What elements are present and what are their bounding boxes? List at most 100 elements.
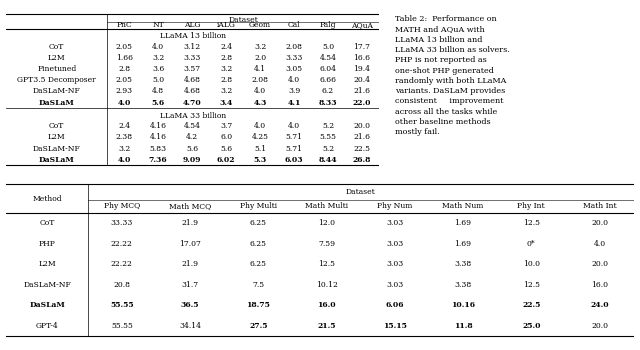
Text: 4.68: 4.68 bbox=[184, 88, 200, 96]
Text: 1.69: 1.69 bbox=[454, 219, 472, 227]
Text: 2.05: 2.05 bbox=[116, 43, 132, 50]
Text: 21.9: 21.9 bbox=[182, 260, 198, 268]
Text: GPT-4: GPT-4 bbox=[36, 322, 58, 330]
Text: 27.5: 27.5 bbox=[249, 322, 268, 330]
Text: 2.93: 2.93 bbox=[116, 88, 132, 96]
Text: 4.1: 4.1 bbox=[254, 65, 266, 73]
Text: 6.02: 6.02 bbox=[217, 156, 236, 164]
Text: 5.6: 5.6 bbox=[186, 145, 198, 153]
Text: 5.55: 5.55 bbox=[319, 133, 337, 141]
Text: 4.16: 4.16 bbox=[150, 122, 166, 130]
Text: 20.0: 20.0 bbox=[591, 322, 608, 330]
Text: Table 2:  Performance on
MATH and AQuA with
LLaMA 13 billion and
LLaMA 33 billio: Table 2: Performance on MATH and AQuA wi… bbox=[395, 15, 510, 136]
Text: 4.0: 4.0 bbox=[593, 240, 605, 248]
Text: 16.6: 16.6 bbox=[353, 54, 371, 62]
Text: 10.16: 10.16 bbox=[451, 301, 475, 309]
Text: 6.0: 6.0 bbox=[220, 133, 232, 141]
Text: 3.12: 3.12 bbox=[184, 43, 201, 50]
Text: L2M: L2M bbox=[38, 260, 56, 268]
Text: 5.71: 5.71 bbox=[285, 133, 303, 141]
Text: Finetuned: Finetuned bbox=[37, 65, 76, 73]
Text: 3.03: 3.03 bbox=[386, 219, 403, 227]
Text: 55.55: 55.55 bbox=[111, 322, 133, 330]
Text: 5.3: 5.3 bbox=[253, 156, 267, 164]
Text: 7.5: 7.5 bbox=[252, 281, 264, 289]
Text: 6.04: 6.04 bbox=[319, 65, 337, 73]
Text: 3.33: 3.33 bbox=[285, 54, 303, 62]
Text: 3.2: 3.2 bbox=[118, 145, 131, 153]
Text: 5.0: 5.0 bbox=[322, 43, 334, 50]
Text: 3.9: 3.9 bbox=[288, 88, 300, 96]
Text: 6.06: 6.06 bbox=[385, 301, 404, 309]
Text: GPT3.5 Decomposer: GPT3.5 Decomposer bbox=[17, 76, 96, 84]
Text: 20.4: 20.4 bbox=[353, 76, 371, 84]
Text: 4.1: 4.1 bbox=[287, 99, 301, 107]
Text: 6.66: 6.66 bbox=[319, 76, 337, 84]
Text: 5.0: 5.0 bbox=[152, 76, 164, 84]
Text: 2.08: 2.08 bbox=[252, 76, 269, 84]
Text: 4.3: 4.3 bbox=[253, 99, 267, 107]
Text: 20.8: 20.8 bbox=[113, 281, 131, 289]
Text: 3.03: 3.03 bbox=[386, 281, 403, 289]
Text: PnC: PnC bbox=[116, 21, 132, 29]
Text: 12.5: 12.5 bbox=[523, 281, 540, 289]
Text: 3.4: 3.4 bbox=[220, 99, 233, 107]
Text: 4.0: 4.0 bbox=[288, 76, 300, 84]
Text: 6.25: 6.25 bbox=[250, 219, 267, 227]
Text: Palg: Palg bbox=[320, 21, 336, 29]
Text: ALG: ALG bbox=[184, 21, 200, 29]
Text: 22.5: 22.5 bbox=[522, 301, 540, 309]
Text: 18.75: 18.75 bbox=[246, 301, 270, 309]
Text: 21.6: 21.6 bbox=[353, 88, 371, 96]
Text: 20.0: 20.0 bbox=[353, 122, 371, 130]
Text: DaSLaM-NF: DaSLaM-NF bbox=[33, 88, 81, 96]
Text: 4.0: 4.0 bbox=[288, 122, 300, 130]
Text: DaSLaM: DaSLaM bbox=[29, 301, 65, 309]
Text: 20.0: 20.0 bbox=[591, 260, 608, 268]
Text: 20.0: 20.0 bbox=[591, 219, 608, 227]
Text: iALG: iALG bbox=[217, 21, 236, 29]
Text: 3.57: 3.57 bbox=[184, 65, 201, 73]
Text: 3.38: 3.38 bbox=[454, 260, 472, 268]
Text: 3.2: 3.2 bbox=[254, 43, 266, 50]
Text: 2.8: 2.8 bbox=[220, 54, 232, 62]
Text: 19.4: 19.4 bbox=[353, 65, 371, 73]
Text: 4.70: 4.70 bbox=[183, 99, 202, 107]
Text: 4.16: 4.16 bbox=[150, 133, 166, 141]
Text: AQuA: AQuA bbox=[351, 21, 373, 29]
Text: 2.08: 2.08 bbox=[285, 43, 303, 50]
Text: 6.25: 6.25 bbox=[250, 260, 267, 268]
Text: 3.03: 3.03 bbox=[386, 260, 403, 268]
Text: 17.07: 17.07 bbox=[179, 240, 201, 248]
Text: 6.03: 6.03 bbox=[285, 156, 303, 164]
Text: 22.0: 22.0 bbox=[353, 99, 371, 107]
Text: 4.0: 4.0 bbox=[152, 43, 164, 50]
Text: 11.8: 11.8 bbox=[454, 322, 472, 330]
Text: 8.44: 8.44 bbox=[319, 156, 337, 164]
Text: Math Multi: Math Multi bbox=[305, 202, 348, 210]
Text: 4.68: 4.68 bbox=[184, 76, 200, 84]
Text: 3.2: 3.2 bbox=[220, 65, 232, 73]
Text: 12.0: 12.0 bbox=[318, 219, 335, 227]
Text: 15.15: 15.15 bbox=[383, 322, 407, 330]
Text: 36.5: 36.5 bbox=[181, 301, 200, 309]
Text: 5.2: 5.2 bbox=[322, 145, 334, 153]
Text: 2.4: 2.4 bbox=[118, 122, 131, 130]
Text: CoT: CoT bbox=[40, 219, 55, 227]
Text: DaSLaM-NF: DaSLaM-NF bbox=[23, 281, 71, 289]
Text: Method: Method bbox=[32, 195, 62, 203]
Text: 26.8: 26.8 bbox=[353, 156, 371, 164]
Text: 5.83: 5.83 bbox=[150, 145, 167, 153]
Text: 21.5: 21.5 bbox=[317, 322, 336, 330]
Text: 4.0: 4.0 bbox=[254, 122, 266, 130]
Text: 31.7: 31.7 bbox=[182, 281, 198, 289]
Text: 10.12: 10.12 bbox=[316, 281, 337, 289]
Text: 5.2: 5.2 bbox=[322, 122, 334, 130]
Text: 5.6: 5.6 bbox=[152, 99, 164, 107]
Text: 6.25: 6.25 bbox=[250, 240, 267, 248]
Text: 1.69: 1.69 bbox=[454, 240, 472, 248]
Text: DaSLaM: DaSLaM bbox=[39, 156, 75, 164]
Text: 7.36: 7.36 bbox=[149, 156, 168, 164]
Text: 3.2: 3.2 bbox=[152, 54, 164, 62]
Text: 2.4: 2.4 bbox=[220, 43, 232, 50]
